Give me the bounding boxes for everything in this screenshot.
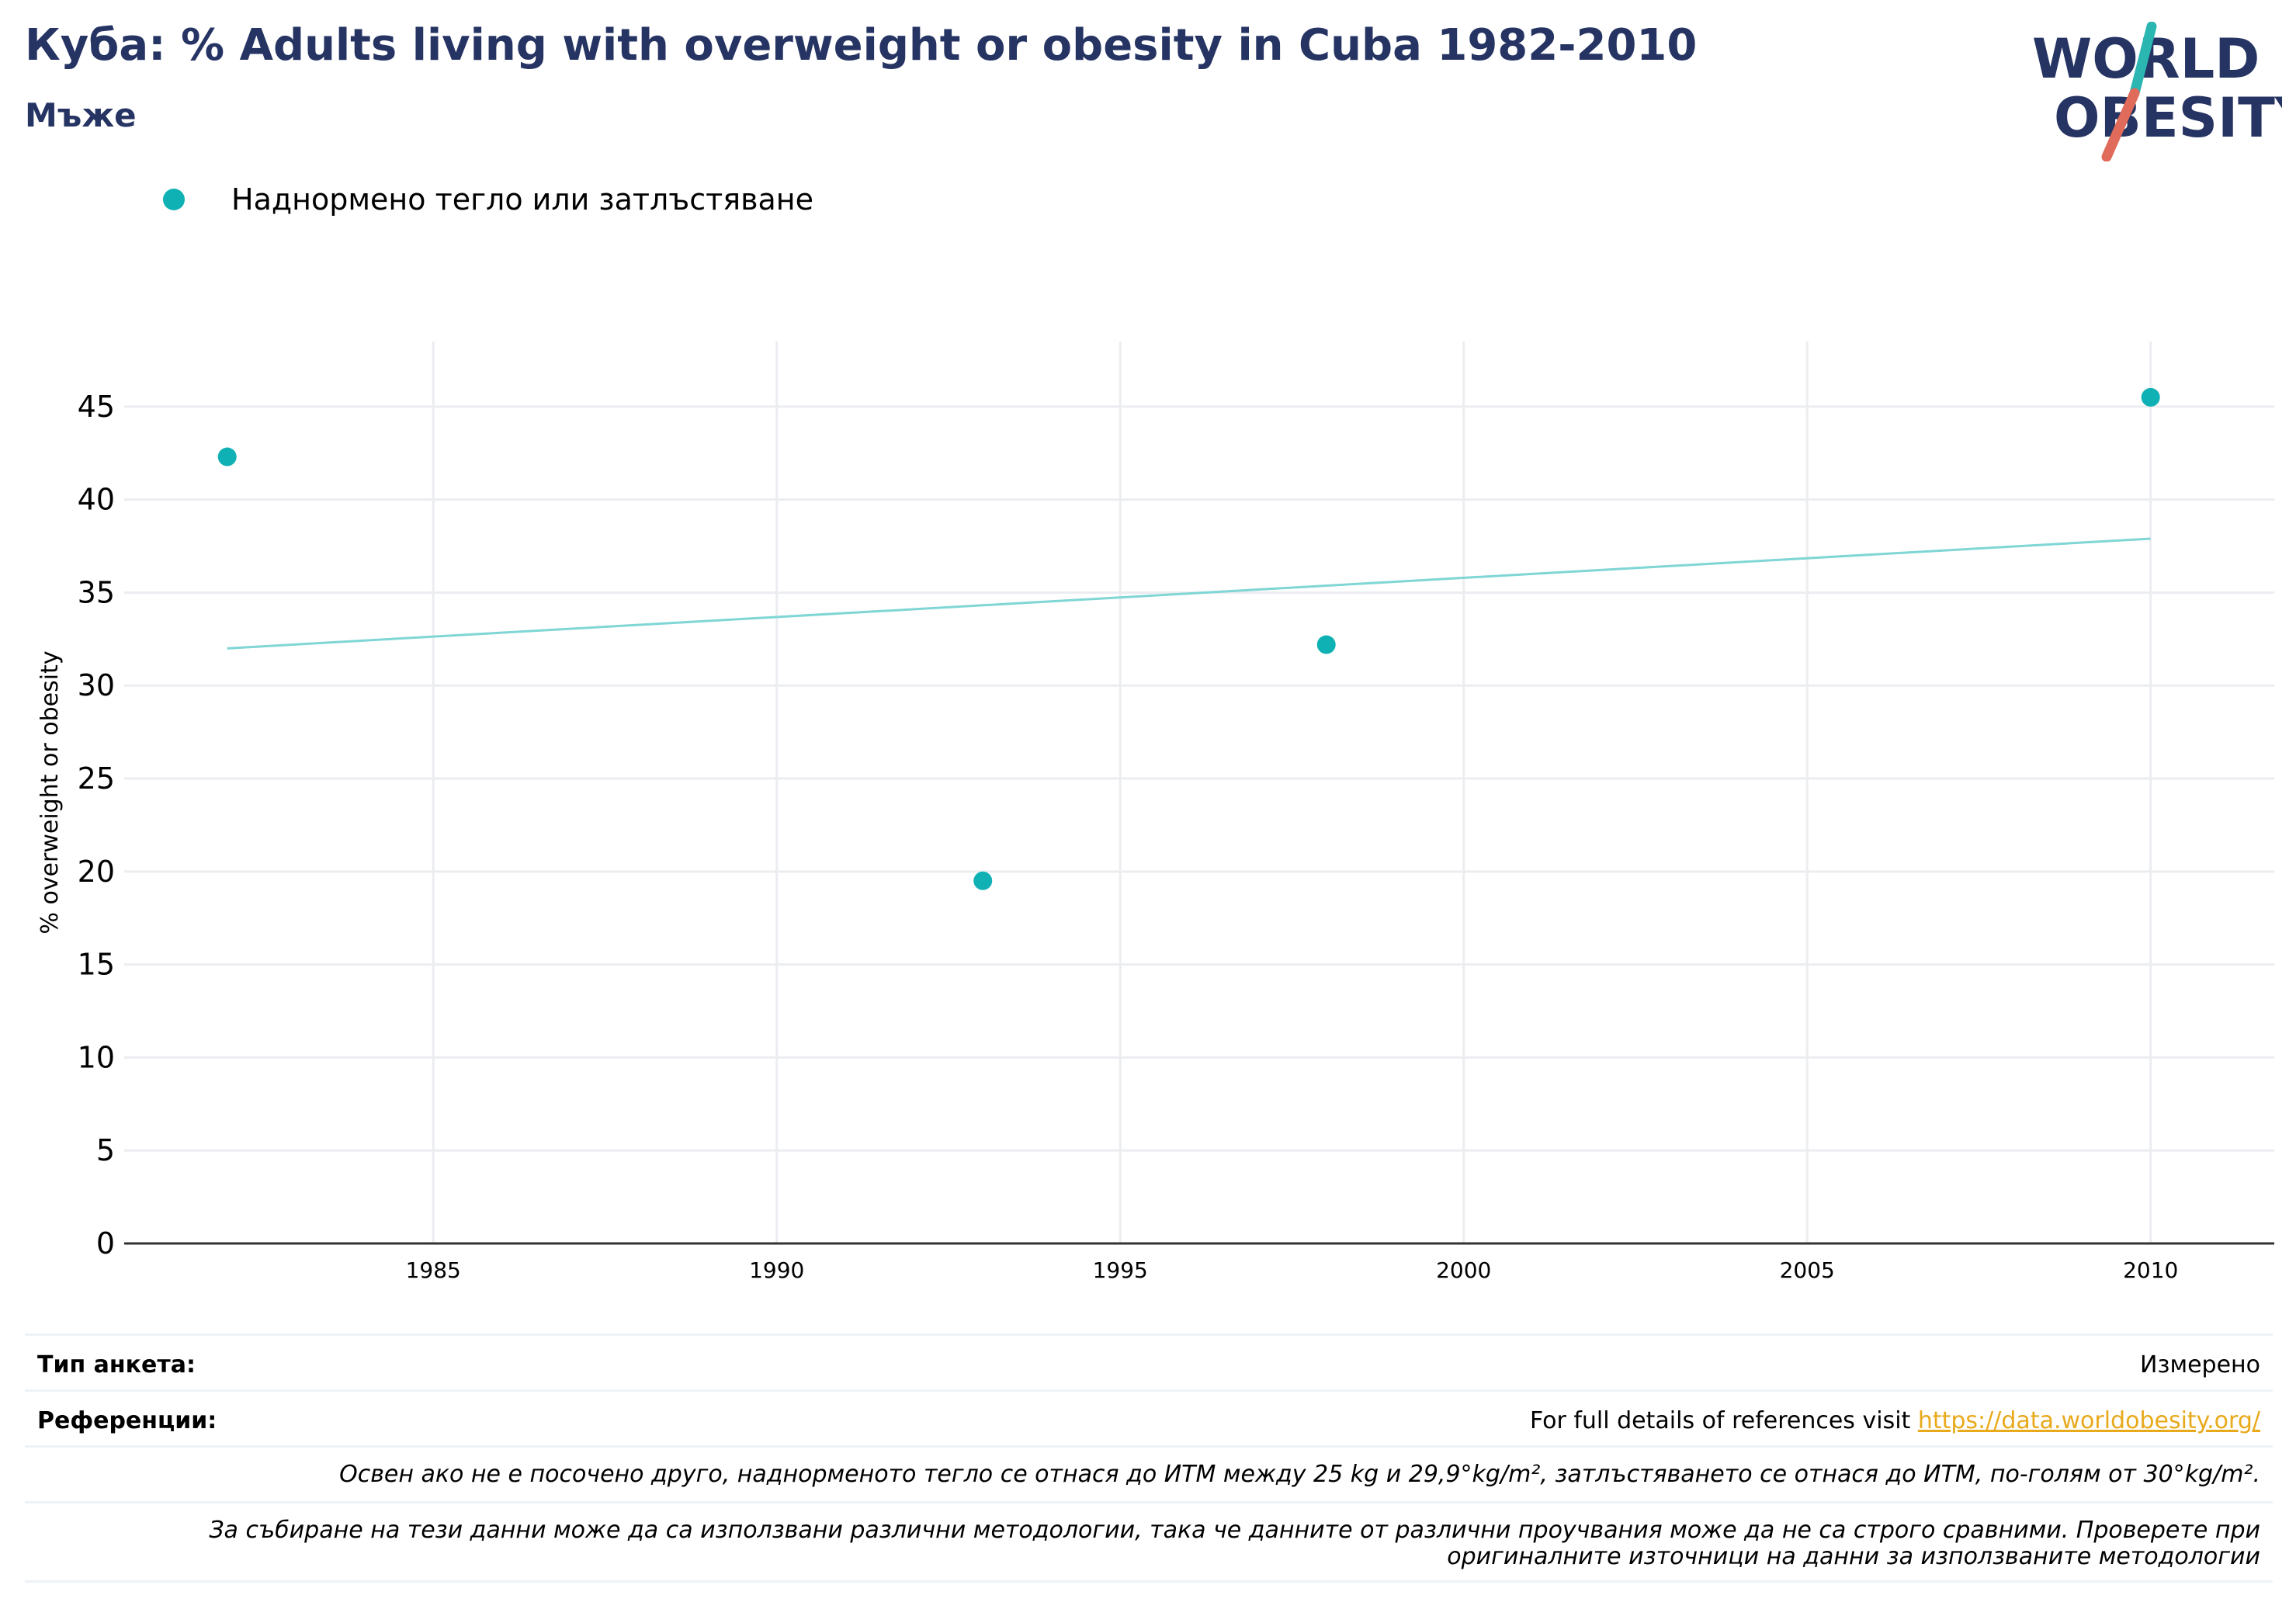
data-point[interactable] bbox=[217, 447, 237, 466]
x-tick-label: 1985 bbox=[406, 1257, 461, 1283]
trendline bbox=[227, 537, 2151, 650]
bmi-note: Освен ако не е посочено друго, наднормен… bbox=[339, 1461, 2260, 1488]
logo-line-obesity: OBESITY bbox=[2054, 86, 2282, 150]
x-tick-label: 2005 bbox=[1780, 1257, 1835, 1283]
legend[interactable]: Наднормено тегло или затлъстяване bbox=[163, 180, 813, 219]
y-tick-label: 30 bbox=[78, 668, 115, 702]
y-tick-label: 25 bbox=[78, 761, 115, 796]
legend-label: Наднормено тегло или затлъстяване bbox=[231, 182, 813, 217]
axes: 1985 1990 1995 2000 2005 2010 0 5 10 15 20 25 30 35 40… bbox=[36, 390, 2274, 1283]
footer-row-methods-note: За събиране на тези данни може да са изп… bbox=[25, 1501, 2273, 1583]
footer-row-bmi-note: Освен ако не е посочено друго, наднормен… bbox=[25, 1445, 2273, 1503]
x-tick-label: 1995 bbox=[1093, 1257, 1148, 1283]
data-points bbox=[217, 387, 2160, 890]
y-tick-label: 0 bbox=[96, 1226, 115, 1261]
page-subtitle: Мъже bbox=[25, 96, 137, 134]
y-tick-label: 35 bbox=[78, 575, 115, 609]
logo-slash-red bbox=[2101, 88, 2140, 161]
y-tick-label: 40 bbox=[78, 483, 115, 517]
logo-slash-teal bbox=[2129, 22, 2157, 99]
y-tick-label: 10 bbox=[78, 1040, 115, 1074]
footer-row-survey: Тип анкета: Измерено bbox=[25, 1333, 2273, 1392]
methods-note-line2: оригиналните източници на данни за изпол… bbox=[1447, 1543, 2260, 1570]
scatter-chart: 1985 1990 1995 2000 2005 2010 0 5 10 15 20 25 30 35 40… bbox=[36, 342, 2274, 1283]
methods-note-line1: За събиране на тези данни може да са изп… bbox=[209, 1517, 2260, 1544]
y-tick-label: 5 bbox=[96, 1133, 115, 1167]
references-link[interactable]: https://data.worldobesity.org/ bbox=[1917, 1407, 2260, 1434]
references-value: For full details of references visit htt… bbox=[1530, 1407, 2260, 1434]
survey-type-label: Тип анкета: bbox=[37, 1351, 196, 1379]
y-axis-label: % overweight or obesity bbox=[36, 650, 64, 934]
legend-marker bbox=[163, 189, 185, 210]
y-tick-label: 20 bbox=[78, 855, 115, 889]
grid bbox=[124, 342, 2274, 1243]
trendline-layer bbox=[227, 537, 2151, 650]
data-point[interactable] bbox=[973, 871, 993, 890]
y-tick-label: 15 bbox=[78, 948, 115, 982]
references-label: Референции: bbox=[37, 1407, 217, 1434]
data-point[interactable] bbox=[1316, 635, 1336, 654]
footer-row-references: Референции: For full details of referenc… bbox=[25, 1389, 2273, 1448]
survey-type-value: Измерено bbox=[2140, 1351, 2260, 1379]
x-tick-label: 2010 bbox=[2123, 1257, 2178, 1283]
references-text: For full details of references visit bbox=[1529, 1407, 1918, 1434]
y-tick-label: 45 bbox=[78, 390, 115, 424]
x-tick-label: 2000 bbox=[1436, 1257, 1491, 1283]
data-point[interactable] bbox=[2141, 387, 2160, 407]
x-tick-label: 1990 bbox=[749, 1257, 804, 1283]
page-title: Куба: % Adults living with overweight or… bbox=[25, 20, 1698, 71]
footer-bottom-rule bbox=[25, 1580, 2273, 1583]
world-obesity-logo: WORLD OBESITY bbox=[2032, 22, 2282, 161]
